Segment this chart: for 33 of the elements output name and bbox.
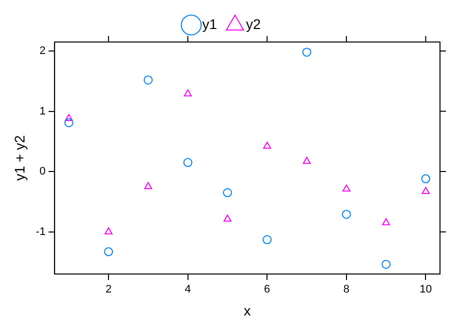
point [421, 174, 430, 184]
point [302, 48, 312, 57]
point [144, 75, 153, 84]
point [302, 156, 311, 164]
legend-label: y2 [246, 16, 261, 32]
point [64, 118, 74, 128]
point [382, 218, 390, 226]
y-tick-label: 2 [39, 45, 46, 58]
x-tick-label: 6 [264, 284, 270, 296]
point [382, 260, 391, 269]
point [224, 214, 232, 222]
y-axis-title: y1 + y2 [11, 135, 28, 181]
point [104, 247, 114, 256]
x-tick-label: 2 [105, 284, 112, 296]
point [422, 186, 430, 194]
y-tick-label: -1 [36, 226, 46, 238]
point [104, 227, 112, 234]
point [64, 114, 73, 122]
y-tick-label: 1 [39, 105, 46, 118]
x-tick-label: 10 [420, 284, 432, 296]
x-tick-label: 8 [343, 284, 350, 296]
point [144, 182, 152, 190]
y-tick-label: 0 [39, 166, 46, 178]
point [342, 210, 351, 219]
x-tick-label: 4 [184, 284, 191, 296]
legend-label: y1 [202, 16, 218, 32]
x-axis-title: x [244, 302, 251, 318]
point [184, 89, 192, 96]
point [262, 235, 272, 244]
point [342, 184, 350, 192]
point [263, 142, 272, 149]
point [222, 188, 232, 198]
point [183, 158, 192, 168]
